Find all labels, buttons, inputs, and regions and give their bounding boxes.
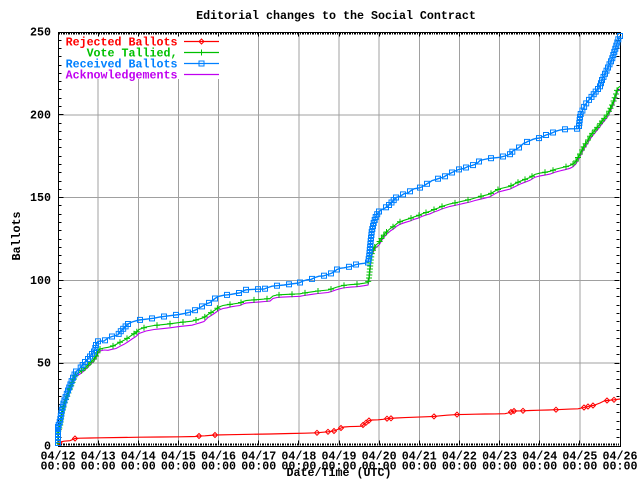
- svg-text:Acknowledgements: Acknowledgements: [66, 69, 178, 83]
- svg-text:Editorial changes to the Socia: Editorial changes to the Social Contract: [196, 9, 476, 23]
- svg-text:Ballots: Ballots: [10, 212, 24, 261]
- svg-text:0: 0: [44, 440, 51, 454]
- svg-text:04/24: 04/24: [522, 450, 557, 464]
- svg-text:Vote Tallied,: Vote Tallied,: [87, 47, 178, 61]
- svg-text:04/17: 04/17: [241, 450, 276, 464]
- svg-text:00:00: 00:00: [442, 460, 477, 474]
- svg-text:Received Ballots: Received Ballots: [66, 58, 178, 72]
- svg-text:00:00: 00:00: [81, 460, 116, 474]
- svg-text:00:00: 00:00: [281, 460, 316, 474]
- svg-text:00:00: 00:00: [201, 460, 236, 474]
- svg-text:04/21: 04/21: [402, 450, 437, 464]
- svg-text:04/22: 04/22: [442, 450, 477, 464]
- svg-text:250: 250: [30, 26, 51, 40]
- svg-text:04/13: 04/13: [81, 450, 116, 464]
- svg-text:04/18: 04/18: [281, 450, 316, 464]
- svg-text:200: 200: [30, 108, 51, 122]
- svg-text:00:00: 00:00: [522, 460, 557, 474]
- svg-text:04/25: 04/25: [562, 450, 597, 464]
- svg-text:04/16: 04/16: [201, 450, 236, 464]
- svg-text:04/26: 04/26: [603, 450, 638, 464]
- svg-text:150: 150: [30, 191, 51, 205]
- svg-text:00:00: 00:00: [603, 460, 638, 474]
- svg-text:100: 100: [30, 274, 51, 288]
- svg-text:00:00: 00:00: [402, 460, 437, 474]
- svg-text:00:00: 00:00: [41, 460, 76, 474]
- svg-text:00:00: 00:00: [241, 460, 276, 474]
- svg-text:50: 50: [37, 357, 51, 371]
- svg-text:00:00: 00:00: [562, 460, 597, 474]
- svg-text:00:00: 00:00: [161, 460, 196, 474]
- svg-text:04/12: 04/12: [41, 450, 76, 464]
- svg-text:Rejected Ballots: Rejected Ballots: [66, 36, 178, 50]
- svg-text:00:00: 00:00: [362, 460, 397, 474]
- svg-text:04/20: 04/20: [362, 450, 397, 464]
- svg-text:04/23: 04/23: [482, 450, 517, 464]
- svg-text:04/14: 04/14: [121, 450, 156, 464]
- svg-text:04/15: 04/15: [161, 450, 196, 464]
- svg-text:00:00: 00:00: [482, 460, 517, 474]
- svg-text:Date/Time (UTC): Date/Time (UTC): [287, 466, 392, 480]
- svg-text:00:00: 00:00: [322, 460, 357, 474]
- svg-text:00:00: 00:00: [121, 460, 156, 474]
- svg-text:04/19: 04/19: [322, 450, 357, 464]
